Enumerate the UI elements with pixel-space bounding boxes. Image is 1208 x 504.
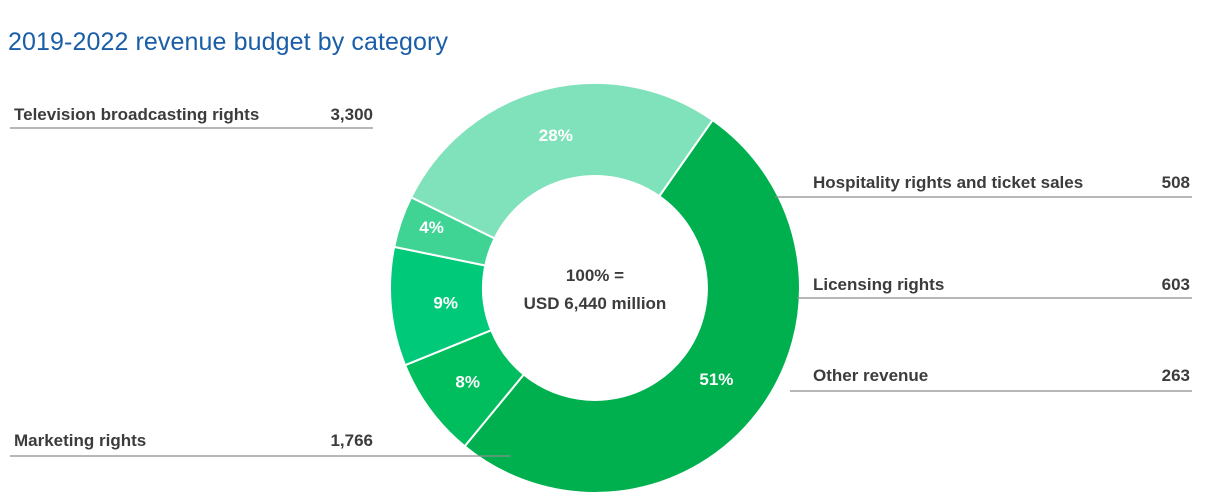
category-value: 508 xyxy=(1162,173,1190,192)
category-label: Hospitality rights and ticket sales xyxy=(813,173,1083,192)
category-value: 3,300 xyxy=(330,105,373,124)
slice-television-broadcasting-rights xyxy=(463,118,801,494)
category-label: Licensing rights xyxy=(813,275,944,294)
category-label: Marketing rights xyxy=(14,431,146,450)
category-value: 263 xyxy=(1162,366,1190,385)
chart-title: 2019-2022 revenue budget by category xyxy=(8,28,449,56)
slice-percent-label: 9% xyxy=(433,294,458,313)
slice-percent-label: 51% xyxy=(699,370,733,389)
slice-marketing-rights xyxy=(409,82,714,240)
center-label-line2: USD 6,440 million xyxy=(524,294,667,313)
slice-percent-label: 28% xyxy=(539,126,573,145)
center-label-line1: 100% = xyxy=(566,266,624,285)
category-value: 603 xyxy=(1162,275,1190,294)
category-label: Other revenue xyxy=(813,366,928,385)
leaders-group xyxy=(10,127,1192,457)
category-value: 1,766 xyxy=(330,431,373,450)
category-label: Television broadcasting rights xyxy=(14,105,259,124)
labels-group: 51% Television broadcasting rights 3,300 8%… xyxy=(14,105,1190,450)
slices-group xyxy=(389,82,801,494)
slice-percent-label: 4% xyxy=(419,218,444,237)
slice-percent-label: 8% xyxy=(455,373,480,392)
